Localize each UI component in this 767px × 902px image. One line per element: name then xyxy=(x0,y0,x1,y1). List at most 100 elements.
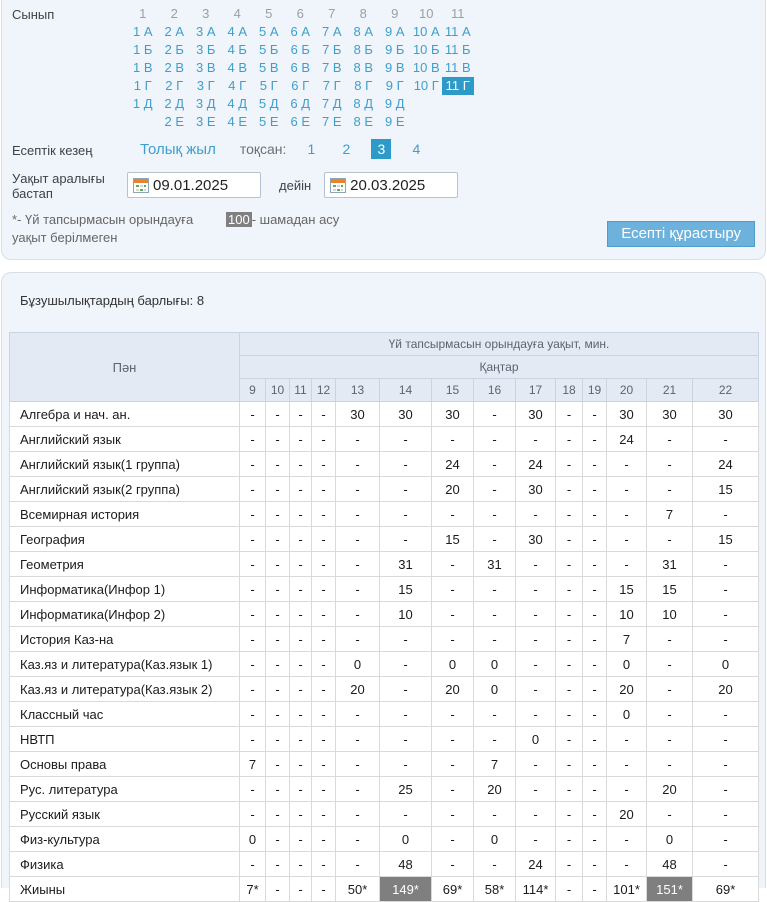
class-link[interactable]: 6 Е xyxy=(290,114,310,129)
class-link[interactable]: 8 А xyxy=(353,24,373,39)
class-link[interactable]: 4 Г xyxy=(228,78,247,93)
class-link[interactable]: 5 Е xyxy=(258,114,279,129)
value-cell: - xyxy=(646,426,693,453)
class-link[interactable]: 3 Г xyxy=(196,78,215,93)
class-link[interactable]: 4 Б xyxy=(227,42,247,57)
calendar-icon[interactable] xyxy=(133,177,149,193)
class-link[interactable]: 2 Г xyxy=(165,78,184,93)
quarter-link-selected[interactable]: 3 xyxy=(371,139,392,159)
class-link[interactable]: 4 Д xyxy=(227,96,248,111)
class-link[interactable]: 7 Д xyxy=(321,96,342,111)
value-cell: - xyxy=(311,426,336,453)
quarter-link[interactable]: 2 xyxy=(342,141,351,157)
generate-report-button[interactable]: Есепті құрастыру xyxy=(607,221,755,248)
value-cell: - xyxy=(311,876,336,902)
class-link[interactable]: 6 В xyxy=(290,60,310,75)
class-link[interactable]: 8 Д xyxy=(353,96,374,111)
class-link[interactable]: 8 Г xyxy=(354,78,373,93)
class-link[interactable]: 9 Г xyxy=(385,78,404,93)
class-link[interactable]: 5 В xyxy=(258,60,279,75)
class-link[interactable]: 9 А xyxy=(384,24,405,39)
class-link[interactable]: 2 А xyxy=(164,24,184,39)
value-cell: - xyxy=(265,801,290,828)
value-cell: - xyxy=(289,576,312,603)
class-link[interactable]: 2 Е xyxy=(164,114,184,129)
class-link[interactable]: 11 Б xyxy=(444,42,471,57)
class-link[interactable]: 7 Б xyxy=(322,42,342,57)
value-cell: - xyxy=(515,426,556,453)
class-link[interactable]: 5 А xyxy=(258,24,279,39)
value-cell: - xyxy=(239,476,266,503)
class-link[interactable]: 3 Е xyxy=(195,114,216,129)
value-cell: 0 xyxy=(335,651,380,678)
quarter-link[interactable]: 4 xyxy=(412,141,421,157)
class-link[interactable]: 7 Е xyxy=(321,114,342,129)
class-link-selected[interactable]: 11 Г xyxy=(442,77,474,95)
class-link[interactable]: 8 Б xyxy=(353,42,373,57)
class-link[interactable]: 2 Б xyxy=(164,42,184,57)
class-link[interactable]: 1 Г xyxy=(133,78,152,93)
class-link[interactable]: 3 В xyxy=(195,60,216,75)
value-cell: - xyxy=(431,801,474,828)
value-cell: - xyxy=(515,701,556,728)
class-link[interactable]: 8 В xyxy=(353,60,373,75)
class-link[interactable]: 2 Д xyxy=(164,96,185,111)
class-link[interactable]: 10 В xyxy=(412,60,440,75)
class-link[interactable]: 3 А xyxy=(195,24,216,39)
class-link[interactable]: 10 А xyxy=(412,24,440,39)
subject-cell: Рус. литература xyxy=(9,776,240,803)
day-header: 10 xyxy=(265,378,290,403)
value-cell: - xyxy=(606,476,647,503)
value-cell: - xyxy=(582,426,607,453)
value-cell: - xyxy=(289,751,312,778)
class-link[interactable]: 1 Б xyxy=(133,42,153,57)
value-cell: - xyxy=(473,851,516,878)
value-cell: - xyxy=(515,751,556,778)
date-from-input[interactable] xyxy=(153,176,255,194)
value-cell: - xyxy=(692,551,759,578)
class-link[interactable]: 5 Г xyxy=(259,78,278,93)
class-link[interactable]: 9 Б xyxy=(385,42,405,57)
class-link[interactable]: 3 Б xyxy=(196,42,216,57)
table-row: Основы права 7- - - - - -7- - - - - - xyxy=(9,751,759,778)
value-cell: - xyxy=(239,426,266,453)
class-link[interactable]: 4 Е xyxy=(227,114,247,129)
class-link[interactable]: 6 Д xyxy=(290,96,311,111)
class-link[interactable]: 3 Д xyxy=(195,96,216,111)
class-link[interactable]: 10 Б xyxy=(412,42,440,57)
class-link[interactable]: 10 Г xyxy=(413,78,439,93)
class-link[interactable]: 7 А xyxy=(321,24,342,39)
class-link[interactable]: 11 В xyxy=(444,60,471,75)
class-link[interactable]: 6 А xyxy=(290,24,310,39)
value-cell: - xyxy=(473,601,516,628)
class-link[interactable]: 5 Б xyxy=(259,42,279,57)
value-cell: 0 xyxy=(431,651,474,678)
value-cell: - xyxy=(582,651,607,678)
value-cell: - xyxy=(265,601,290,628)
quarter-link[interactable]: 1 xyxy=(307,141,316,157)
class-link[interactable]: 5 Д xyxy=(258,96,279,111)
class-link[interactable]: 4 В xyxy=(227,60,247,75)
calendar-icon[interactable] xyxy=(330,177,347,193)
class-link[interactable]: 7 В xyxy=(321,60,342,75)
class-link[interactable]: 2 В xyxy=(164,60,184,75)
class-link[interactable]: 11 А xyxy=(444,24,471,39)
date-to-input[interactable] xyxy=(350,176,453,194)
class-link[interactable]: 6 Б xyxy=(290,42,310,57)
class-link[interactable]: 7 Г xyxy=(322,78,341,93)
class-link[interactable]: 1 Д xyxy=(132,96,153,111)
class-link[interactable]: 8 Е xyxy=(353,114,373,129)
value-cell: 20 xyxy=(431,476,474,503)
value-cell: - xyxy=(515,626,556,653)
value-cell: - xyxy=(265,701,290,728)
class-link[interactable]: 1 А xyxy=(132,24,153,39)
class-link[interactable]: 1 В xyxy=(132,60,153,75)
date-from-label: Уақыт аралығы бастап xyxy=(12,171,105,201)
class-link[interactable]: 6 Г xyxy=(291,78,310,93)
value-cell: - xyxy=(692,776,759,803)
class-link[interactable]: 4 А xyxy=(227,24,247,39)
full-year-link[interactable]: Толық жыл xyxy=(140,140,216,158)
class-link[interactable]: 9 В xyxy=(384,60,405,75)
class-link[interactable]: 9 Е xyxy=(384,114,405,129)
class-link[interactable]: 9 Д xyxy=(384,96,405,111)
